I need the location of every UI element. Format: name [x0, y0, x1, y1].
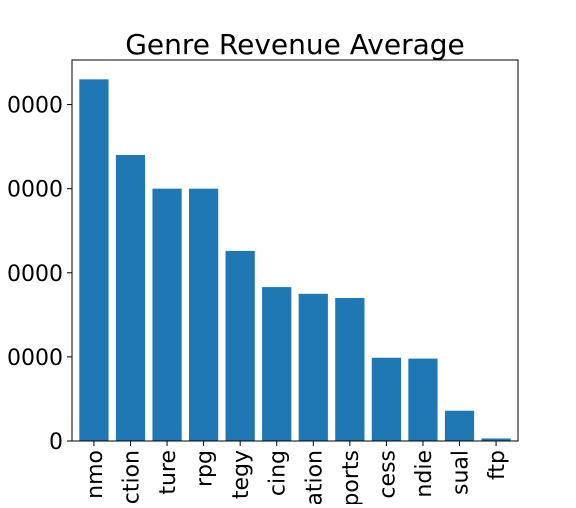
- x-tick-label: ture: [156, 450, 181, 495]
- bar-early-access: [371, 357, 402, 441]
- x-axis: nmo ction ture rpg tegy cing ation ports cess ndi…: [83, 441, 510, 507]
- x-tick-label: cess: [375, 450, 400, 499]
- chart-title: Genre Revenue Average: [125, 28, 465, 61]
- x-tick-label: tegy: [229, 450, 254, 499]
- bar-strategy: [225, 250, 255, 441]
- plot-frame: [71, 59, 519, 442]
- bar-indie: [408, 358, 438, 441]
- x-tick-label: ftp: [485, 450, 510, 480]
- x-tick-label: ction: [119, 450, 144, 504]
- bar-action: [115, 155, 146, 442]
- bar-simulation: [298, 293, 328, 441]
- bar-mmo: [79, 79, 109, 441]
- y-tick-label: 0000: [7, 262, 63, 287]
- y-tick-label: 0: [49, 430, 63, 455]
- bar-racing: [262, 287, 292, 441]
- x-tick-label: nmo: [83, 450, 108, 499]
- x-tick-label: ports: [339, 450, 364, 504]
- y-tick-label: 0000: [7, 178, 63, 203]
- bar-sports: [335, 298, 365, 441]
- x-tick-label: cing: [266, 450, 291, 496]
- bar-rpg: [188, 188, 219, 441]
- x-tick-label: sual: [449, 450, 474, 495]
- bar-adventure: [152, 188, 182, 441]
- bars: [79, 79, 511, 442]
- x-tick-label: rpg: [193, 450, 218, 487]
- bar-ftp: [481, 438, 511, 441]
- x-tick-label: ndie: [412, 450, 437, 498]
- bar-casual: [444, 410, 475, 441]
- y-tick-label: 0000: [7, 346, 63, 371]
- y-tick-label: 0000: [7, 94, 63, 119]
- x-tick-label: ation: [302, 450, 327, 504]
